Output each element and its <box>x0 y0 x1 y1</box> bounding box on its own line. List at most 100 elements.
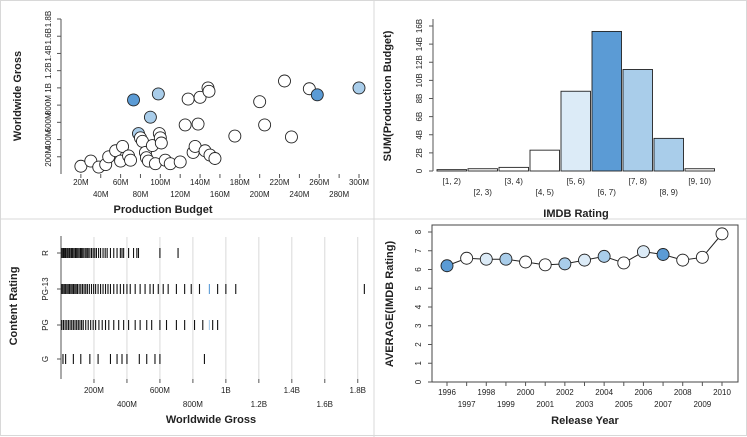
line-point-1999[interactable] <box>499 252 513 266</box>
bar-bars[interactable] <box>436 30 715 172</box>
strip-x-tick-label: 1.4B <box>284 386 300 395</box>
bar-y-tick-label: 16B <box>415 19 424 33</box>
scatter-point[interactable] <box>258 118 272 132</box>
line-point-1998[interactable] <box>479 252 493 266</box>
bar-y-tick-label: 8B <box>415 94 424 104</box>
scatter-point[interactable] <box>178 118 192 132</box>
bar-x-tick-label: [4, 5) <box>536 188 555 197</box>
scatter-point[interactable] <box>310 88 324 102</box>
scatter-y-tick-label: 200M <box>44 146 53 166</box>
scatter-point[interactable] <box>253 95 267 109</box>
scatter-point[interactable] <box>181 92 195 106</box>
line-plot-frame <box>431 224 739 383</box>
scatter-point[interactable] <box>278 74 291 88</box>
strip-x-label: Worldwide Gross <box>166 414 256 426</box>
bar-9[interactable] <box>684 168 715 172</box>
scatter-point[interactable] <box>191 117 205 131</box>
bar-2[interactable] <box>467 168 498 172</box>
scatter-y-label: Worldwide Gross <box>12 51 24 141</box>
line-x-tick-label: 2001 <box>536 400 554 409</box>
bar-5[interactable] <box>560 90 591 172</box>
line-x-tick-label: 1999 <box>497 400 515 409</box>
strip-marks[interactable] <box>61 248 365 364</box>
line-x-tick-label: 2010 <box>713 388 731 397</box>
line-points[interactable] <box>440 227 729 273</box>
strip-x-tick-label: 400M <box>117 400 137 409</box>
strip-category-label: PG-13 <box>41 277 50 301</box>
scatter-point[interactable] <box>352 81 366 95</box>
scatter-x-tick-label: 280M <box>329 190 349 199</box>
strip-x-ticks: 200M 600M 1B 1.4B 1.8B 400M 800M 1.2B 1.6B <box>84 379 366 409</box>
bar-y-tick-label: 6B <box>415 112 424 122</box>
bar-7[interactable] <box>622 69 653 172</box>
strip-chart[interactable]: R PG-13 PG G 200M 600M 1B 1.4B 1.8B 400M 800M 1.2B… <box>8 236 366 426</box>
line-point-2002[interactable] <box>558 257 572 271</box>
scatter-point[interactable] <box>151 87 165 101</box>
scatter-y-tick-label: 1.6B <box>44 28 53 44</box>
bar-y-label: SUM(Production Budget) <box>382 30 394 161</box>
strip-x-tick-label: 1.8B <box>350 386 366 395</box>
scatter-point[interactable] <box>173 155 187 169</box>
bar-8[interactable] <box>653 137 684 172</box>
scatter-y-tick-label: 1.2B <box>44 62 53 78</box>
line-point-2006[interactable] <box>636 245 650 259</box>
bar-1[interactable] <box>436 169 467 172</box>
bar-3[interactable] <box>498 166 529 172</box>
scatter-point[interactable] <box>124 153 137 167</box>
strip-x-tick-label: 200M <box>84 386 104 395</box>
scatter-point[interactable] <box>127 93 140 107</box>
scatter-x-tick-label: 140M <box>190 178 210 187</box>
scatter-x-tick-label: 180M <box>230 178 250 187</box>
scatter-point[interactable] <box>202 84 216 98</box>
line-point-2005[interactable] <box>617 256 631 270</box>
bar-x-tick-label: [9, 10) <box>688 177 711 186</box>
scatter-point[interactable] <box>143 110 157 124</box>
scatter-points[interactable] <box>74 74 366 174</box>
line-x-tick-label: 1998 <box>477 388 495 397</box>
line-y-tick-label: 0 <box>414 379 423 384</box>
scatter-y-tick-label: 600M <box>44 112 53 132</box>
bar-6[interactable] <box>591 30 622 172</box>
scatter-point[interactable] <box>74 159 88 173</box>
bar-x-ticks: [1, 2) [2, 3) [3, 4) [4, 5) [5, 6) [6, 7) [7, … <box>443 177 712 197</box>
bar-x-label: IMDB Rating <box>543 208 608 220</box>
line-x-tick-label: 1996 <box>438 388 456 397</box>
line-x-tick-label: 2000 <box>517 388 535 397</box>
scatter-point[interactable] <box>154 136 168 150</box>
bar-x-tick-label: [1, 2) <box>443 177 462 186</box>
line-point-2009[interactable] <box>695 250 709 264</box>
bar-y-tick-label: 4B <box>415 130 424 140</box>
scatter-point[interactable] <box>285 130 298 144</box>
scatter-point[interactable] <box>228 129 242 143</box>
bar-chart[interactable]: 0 2B 4B 6B 8B 10B 12B 14B 16B [1, 2) [2, 3) [3, 4)… <box>382 19 715 220</box>
bar-y-tick-label: 12B <box>415 55 424 69</box>
line-point-2000[interactable] <box>519 255 533 269</box>
scatter-point[interactable] <box>193 90 207 104</box>
line-point-2007[interactable] <box>656 248 670 261</box>
line-point-2008[interactable] <box>676 253 690 267</box>
strip-x-tick-label: 1B <box>221 386 231 395</box>
line-point-2010[interactable] <box>715 227 729 241</box>
scatter-x-tick-label: 240M <box>289 190 309 199</box>
scatter-x-tick-label: 40M <box>93 190 109 199</box>
line-point-2004[interactable] <box>597 249 611 263</box>
strip-category-label: PG <box>41 319 50 331</box>
bar-4[interactable] <box>529 149 560 172</box>
scatter-point[interactable] <box>208 152 222 165</box>
line-y-tick-label: 5 <box>414 285 423 290</box>
scatter-y-tick-label: 1B <box>44 83 53 93</box>
scatter-point[interactable] <box>116 139 130 153</box>
line-x-tick-label: 2004 <box>595 388 613 397</box>
line-point-1997[interactable] <box>460 251 474 265</box>
line-point-2001[interactable] <box>538 258 552 272</box>
line-point-2003[interactable] <box>578 253 591 267</box>
line-x-ticks: 1996 1998 2000 2002 2004 2006 2008 2010 1997 1999… <box>438 382 731 409</box>
strip-x-tick-label: 800M <box>183 400 203 409</box>
line-x-tick-label: 2008 <box>674 388 692 397</box>
line-point-1996[interactable] <box>440 259 454 273</box>
bar-y-tick-label: 0 <box>415 168 424 173</box>
line-y-tick-label: 7 <box>414 248 423 253</box>
